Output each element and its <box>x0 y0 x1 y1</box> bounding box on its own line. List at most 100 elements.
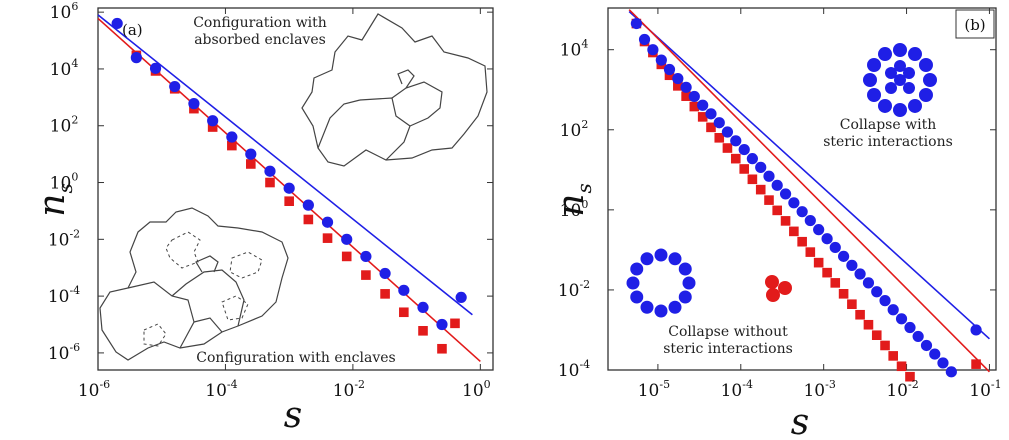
data-point-circle <box>713 117 725 129</box>
data-point-circle <box>904 321 916 334</box>
bead <box>918 88 933 102</box>
bead <box>778 281 792 295</box>
y-tick-label-a: 10-4 <box>48 284 80 307</box>
annotation-with-steric-line2: steric interactions <box>823 134 953 150</box>
bead <box>893 43 907 57</box>
data-point-square <box>706 122 716 133</box>
fit-line-b-0 <box>628 10 990 340</box>
fit-line-b-1 <box>628 9 991 373</box>
data-point-square <box>797 236 807 247</box>
data-point-square <box>673 81 683 91</box>
data-point-square <box>227 140 237 151</box>
data-point-square <box>714 133 725 143</box>
data-point-circle <box>655 54 667 66</box>
data-point-circle <box>945 366 957 378</box>
bead <box>678 262 692 276</box>
data-point-square <box>361 270 371 280</box>
data-point-circle <box>672 72 684 85</box>
bead <box>885 82 897 94</box>
data-point-square <box>822 267 832 278</box>
data-point-square <box>880 340 890 351</box>
data-point-square <box>855 309 865 320</box>
y-tick-label-a: 104 <box>50 57 79 80</box>
data-point-circle <box>188 98 200 110</box>
bead <box>668 300 682 314</box>
data-point-circle <box>970 324 982 336</box>
annotation-enclaves: Configuration with enclaves <box>196 350 395 366</box>
bead <box>885 67 897 79</box>
x-axis-label-b: s <box>791 402 809 440</box>
annotation-with-steric-line1: Collapse with <box>840 117 936 133</box>
y-axis-label-b: ns <box>551 183 596 216</box>
data-point-square <box>813 257 824 268</box>
panel-label-a: (a) <box>122 21 143 39</box>
data-point-circle <box>796 206 808 218</box>
data-point-circle <box>360 250 372 263</box>
bead <box>923 73 937 87</box>
tick-marks-b <box>608 8 996 371</box>
steric-collapse-ring-icon <box>863 43 937 117</box>
data-point-circle <box>862 277 875 289</box>
data-point-square <box>722 143 733 153</box>
collapsed-cluster-icon <box>765 275 792 302</box>
y-tick-label-a: 10-6 <box>48 341 80 364</box>
data-point-square <box>418 326 428 336</box>
x-axis-label-a: s <box>284 395 302 436</box>
data-point-square <box>772 205 782 216</box>
annotation-without-steric-line1: Collapse without <box>668 324 788 340</box>
x-tick-label-a: 10-4 <box>205 378 237 401</box>
data-point-square <box>805 247 816 257</box>
data-point-circle <box>417 301 429 314</box>
x-tick-label-b: 10-5 <box>638 378 670 401</box>
data-point-circle <box>663 63 676 76</box>
annotation-absorbed-line1: Configuration with <box>193 15 327 31</box>
data-point-circle <box>398 284 410 296</box>
data-point-circle <box>721 126 734 138</box>
y-axis-label-a: ns <box>32 183 77 216</box>
data-point-circle <box>697 99 709 111</box>
data-point-circle <box>887 304 899 316</box>
data-point-circle <box>705 108 717 120</box>
data-point-square <box>450 318 460 329</box>
bead <box>766 288 780 302</box>
data-point-circle <box>821 233 833 245</box>
data-point-square <box>341 251 352 262</box>
bead <box>908 98 922 113</box>
data-point-square <box>322 233 333 243</box>
data-point-circle <box>746 153 758 165</box>
annotation-without-steric-line2: steric interactions <box>663 341 793 357</box>
data-point-circle <box>149 62 162 74</box>
x-tick-label-b: 10-3 <box>803 378 835 401</box>
data-point-circle <box>854 268 866 280</box>
panel-label-box-b <box>955 9 995 39</box>
bead <box>640 252 654 266</box>
no-steric-ring-icon <box>626 248 696 318</box>
fit-line-a-0 <box>97 14 473 316</box>
data-point-circle <box>264 165 276 177</box>
data-point-square <box>265 177 275 188</box>
bead <box>894 74 906 86</box>
y-tick-label-b: 10-4 <box>558 358 590 381</box>
data-point-square <box>689 101 700 112</box>
y-tick-label-b: 10-2 <box>558 278 590 301</box>
data-point-circle <box>226 131 238 143</box>
panel-label-b: (b) <box>964 16 985 34</box>
x-tick-label-b: 10-1 <box>969 378 1001 401</box>
data-point-circle <box>436 318 448 331</box>
tick-marks-a <box>97 8 493 370</box>
absorbed-enclaves-illustration <box>301 13 488 167</box>
y-tick-label-a: 100 <box>50 171 79 194</box>
data-point-circle <box>647 44 659 56</box>
data-point-circle <box>895 313 908 325</box>
data-point-square <box>896 361 907 372</box>
data-point-circle <box>771 179 783 191</box>
data-point-square <box>838 289 849 299</box>
data-point-circle <box>302 199 314 211</box>
bead <box>893 103 907 117</box>
data-point-square <box>284 196 294 206</box>
data-point-circle <box>871 286 883 298</box>
data-point-circle <box>763 170 775 182</box>
y-tick-label-b: 100 <box>560 198 589 221</box>
data-point-circle <box>929 348 941 360</box>
